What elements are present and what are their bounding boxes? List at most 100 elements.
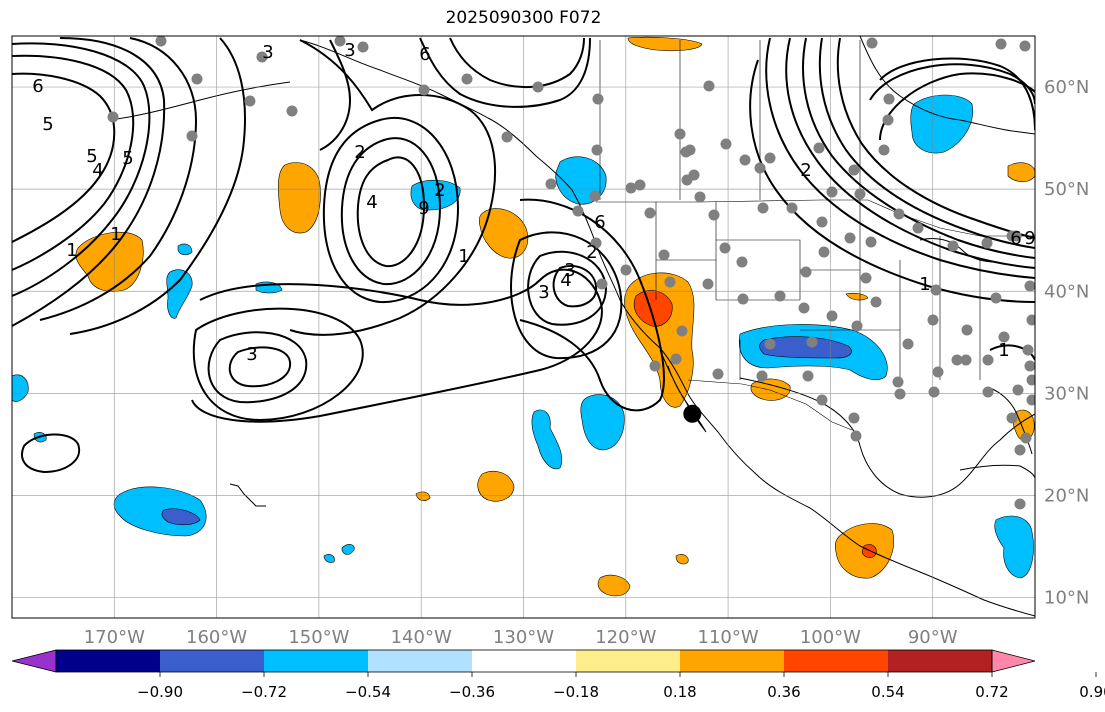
- station-dot: [826, 186, 838, 198]
- contour-line: [419, 37, 591, 108]
- lon-tick-label: 100°W: [800, 627, 861, 648]
- contour-line: [191, 268, 603, 423]
- contour-line: [785, 37, 1035, 269]
- station-dot: [596, 278, 608, 290]
- station-dot: [878, 144, 890, 156]
- lon-tick-label: 170°W: [84, 627, 145, 648]
- contour-line: [510, 231, 623, 360]
- station-dot: [981, 237, 993, 249]
- contour-label: 1: [919, 274, 930, 295]
- border-us-mexico: [687, 379, 853, 431]
- shade-orange-blob: [597, 574, 631, 597]
- colorbar-segment: [680, 650, 784, 672]
- station-dot: [947, 240, 959, 252]
- lat-tick-label: 10°N: [1044, 588, 1089, 609]
- colorbar-tick-label: −0.54: [345, 683, 391, 701]
- contour-line: [289, 39, 496, 336]
- black-dot-marker: [683, 404, 702, 423]
- contour-label: 2: [354, 142, 365, 163]
- coastline-great-lakes: [919, 237, 997, 263]
- contour-line: [356, 156, 426, 268]
- coastline-aleutians: [109, 81, 291, 121]
- station-dot: [818, 246, 830, 258]
- station-dot: [1006, 230, 1018, 242]
- border-states: [655, 200, 981, 380]
- station-dot: [912, 222, 924, 234]
- contour-label: 6: [32, 76, 43, 97]
- coastline-hudson: [859, 36, 1035, 135]
- colorbar-segment: [576, 650, 680, 672]
- station-dot: [870, 296, 882, 308]
- contour-label: 1: [458, 246, 469, 267]
- shade-orange-blob: [845, 292, 869, 301]
- contour-label: 6: [594, 212, 605, 233]
- station-dot: [961, 324, 973, 336]
- shade-cyan-blob: [580, 394, 625, 451]
- station-dot: [813, 142, 825, 154]
- contour-line: [12, 42, 151, 297]
- station-dot: [928, 386, 940, 398]
- station-dot: [736, 256, 748, 268]
- station-dot: [757, 202, 769, 214]
- contour-line: [228, 346, 292, 388]
- station-dot: [754, 162, 766, 174]
- contour-label: 4: [366, 192, 377, 213]
- station-dot: [670, 353, 682, 365]
- station-dot: [850, 430, 862, 442]
- lat-tick-label: 20°N: [1044, 485, 1089, 506]
- station-dot: [995, 38, 1007, 50]
- coastline-hawaii: [229, 483, 266, 507]
- shade-blue-blob: [759, 336, 852, 359]
- station-dot: [501, 131, 513, 143]
- contour-label: 9: [418, 198, 429, 219]
- station-dot: [982, 354, 994, 366]
- station-dot: [590, 237, 602, 249]
- colorbar-extend-max: [991, 649, 1036, 673]
- station-dot: [107, 111, 119, 123]
- station-markers: [107, 36, 1035, 510]
- station-dot: [1019, 40, 1031, 52]
- lon-tick-label: 150°W: [288, 627, 349, 648]
- contour-line: [12, 37, 166, 327]
- station-dot: [681, 174, 693, 186]
- station-dot: [708, 209, 720, 221]
- colorbar-tick-label: −0.36: [449, 683, 495, 701]
- station-dot: [664, 276, 676, 288]
- station-dot: [774, 290, 786, 302]
- contour-label: 3: [246, 344, 257, 365]
- colorbar-segment: [888, 650, 992, 672]
- political-borders: [596, 40, 1035, 431]
- contour-line: [989, 344, 1035, 361]
- lat-tick-label: 40°N: [1044, 281, 1089, 302]
- station-dot: [1022, 344, 1034, 356]
- contour-line: [21, 433, 81, 474]
- station-dot: [676, 325, 688, 337]
- colorbar-tick-labels: −0.90 −0.72 −0.54 −0.36 −0.18 0.18 0.36 0.54 0.7…: [137, 672, 1105, 701]
- shade-blue-blob: [161, 508, 201, 526]
- contour-label: 5: [122, 148, 133, 169]
- station-dot: [702, 278, 714, 290]
- contour-label: 1: [110, 224, 121, 245]
- station-dot: [589, 190, 601, 202]
- contour-line: [322, 117, 460, 304]
- station-dot: [545, 178, 557, 190]
- station-dot: [658, 249, 670, 261]
- station-dot: [960, 354, 972, 366]
- station-dot: [800, 266, 812, 278]
- lon-tick-label: 90°W: [908, 627, 958, 648]
- shade-cyan-blob: [994, 515, 1034, 579]
- shade-red-blob: [861, 544, 877, 558]
- station-dot: [860, 272, 872, 284]
- map-frame: [11, 35, 1036, 619]
- latitude-labels: 10°N 20°N 30°N 40°N 50°N 60°N: [1044, 77, 1089, 609]
- lon-tick-label: 120°W: [595, 627, 656, 648]
- contours: [12, 37, 1035, 474]
- station-dot: [786, 202, 798, 214]
- station-dot: [951, 354, 963, 366]
- contour-label: 2: [434, 180, 445, 201]
- station-dot: [764, 338, 776, 350]
- station-dot: [998, 331, 1010, 343]
- station-dot: [680, 146, 692, 158]
- station-dot: [930, 284, 942, 296]
- station-dot: [844, 232, 856, 244]
